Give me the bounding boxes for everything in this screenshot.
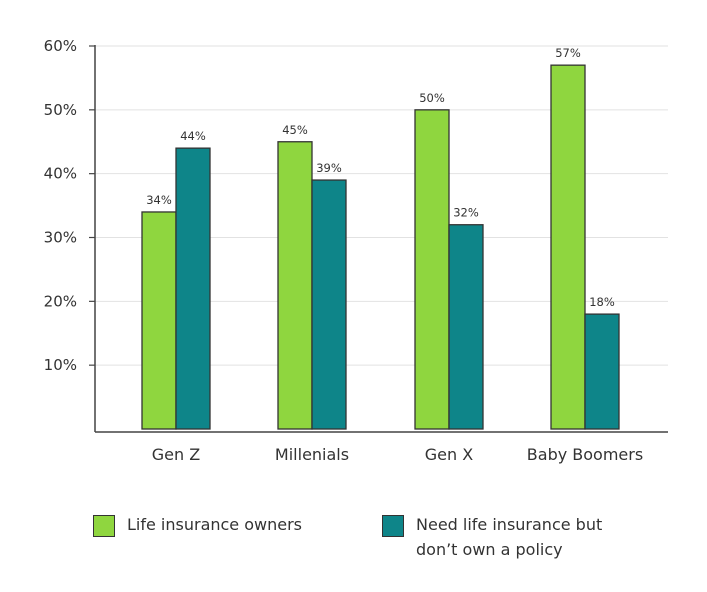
category-label: Gen Z [152, 445, 200, 464]
legend-label-need-line2: don’t own a policy [416, 540, 563, 559]
category-label: Baby Boomers [527, 445, 643, 464]
legend-swatch-need [382, 515, 404, 537]
bar-owners-0 [141, 211, 177, 430]
bar-need-2 [448, 224, 484, 430]
legend-label-need-line1: Need life insurance but [416, 515, 603, 534]
y-axis-ticks: 10% 20% 30% 40% 50% 60% [44, 37, 95, 374]
category-label: Gen X [425, 445, 473, 464]
bar-owners-3 [550, 64, 586, 430]
bar-need-1 [311, 179, 347, 430]
bar-need-3 [584, 313, 620, 430]
y-tick-label: 20% [44, 292, 77, 310]
bar-owners-1 [277, 141, 313, 430]
category-label: Millenials [275, 445, 349, 464]
bar-chart: 10% 20% 30% 40% 50% 60% 34% 44% 45% 39% 50% 32% 57%… [44, 37, 668, 464]
category-labels: Gen Z Millenials Gen X Baby Boomers [152, 445, 643, 464]
y-tick-label: 60% [44, 37, 77, 55]
data-label: 57% [555, 46, 581, 60]
bar-need-0 [175, 147, 211, 430]
data-label: 44% [180, 129, 206, 143]
legend-item-need: Need life insurance but don’t own a poli… [382, 515, 602, 562]
bar-owners-2 [414, 109, 450, 430]
legend: Life insurance owners Need life insuranc… [0, 510, 707, 580]
legend-swatch-owners [93, 515, 115, 537]
y-tick-label: 40% [44, 165, 77, 183]
data-label: 50% [419, 91, 445, 105]
legend-label-owners: Life insurance owners [127, 515, 303, 534]
data-label: 45% [282, 123, 308, 137]
data-labels: 34% 44% 45% 39% 50% 32% 57% 18% [146, 46, 615, 309]
y-tick-label: 10% [44, 356, 77, 374]
data-label: 39% [316, 161, 342, 175]
data-label: 34% [146, 193, 172, 207]
data-label: 18% [589, 295, 615, 309]
y-tick-label: 30% [44, 229, 77, 247]
data-label: 32% [453, 206, 479, 220]
legend-item-owners: Life insurance owners [93, 515, 302, 537]
bars [141, 64, 620, 430]
y-tick-label: 50% [44, 101, 77, 119]
